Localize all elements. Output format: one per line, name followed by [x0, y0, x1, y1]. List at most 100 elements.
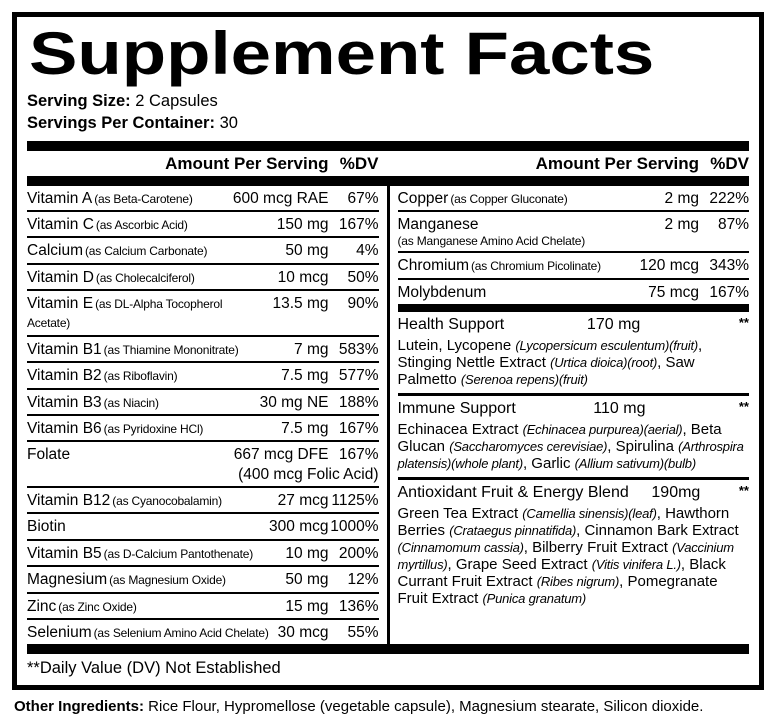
nutrient-row: Vitamin B5 (as D-Calcium Pantothenate) 10…	[27, 538, 379, 565]
ingredient-text: , Stinging Nettle Extract	[397, 336, 703, 371]
nutrient-form: (as Selenium Amino Acid Chelate)	[93, 625, 269, 640]
nutrient-name-text: Vitamin B5	[27, 544, 102, 562]
latin-name-text: (Arthrospira platensis)(whole plant)	[397, 439, 744, 472]
nutrient-row: Folate 667 mcg DFE 167% (400 mcg Folic A…	[27, 440, 379, 486]
nutrient-form: (as DL-Alpha Tocopherol Acetate)	[27, 297, 223, 331]
nutrient-form: (as Ascorbic Acid)	[95, 217, 188, 232]
latin-name-text: (Vaccinium myrtillus)	[397, 540, 735, 573]
blend-ingredients: Lutein, Lycopene (Lycopersicum esculentu…	[398, 337, 750, 388]
nutrient-amount: 120 mcg	[639, 257, 699, 275]
left-nutrient-column: Vitamin A (as Beta-Carotene) 600 mcg RAE …	[27, 186, 387, 645]
blend-ingredients: Echinacea Extract (Echinacea purpurea)(a…	[398, 421, 750, 472]
blend-amount: 190mg	[651, 484, 701, 502]
mineral-rows: Copper (as Copper Gluconate) 2 mg 222% Ma…	[397, 186, 749, 305]
nutrient-dv: 167%	[338, 215, 379, 233]
latin-name-text: (Crataegus pinnatifida)	[449, 523, 577, 539]
nutrient-form: (as Chromium Picolinate)	[470, 259, 601, 274]
ingredient-text: Green Tea Extract	[397, 504, 523, 522]
nutrient-row-line: Vitamin D (as Cholecalciferol) 10 mcg 50%	[27, 268, 379, 287]
latin-name-text: (Allium sativum)(bulb)	[574, 456, 696, 472]
nutrient-name-text: Vitamin B6	[27, 419, 102, 437]
nutrient-amount: 600 mcg RAE	[232, 189, 329, 207]
nutrient-name: Vitamin B1 (as Thiamine Mononitrate)	[27, 340, 288, 359]
ingredient-text: , Cinnamon Bark Extract	[576, 522, 739, 540]
blend-row: Health Support 170 mg ** Lutein, Lycopen…	[398, 312, 750, 393]
other-ingredients-label: Other Ingredients:	[14, 698, 145, 716]
nutrient-amount: 2 mg	[664, 215, 699, 233]
blend-rows: Health Support 170 mg ** Lutein, Lycopen…	[397, 312, 750, 613]
latin-name-text: (Lycopersicum esculentum)(fruit)	[515, 337, 699, 353]
nutrient-dv: 167%	[338, 446, 379, 464]
nutrient-name-text: Vitamin C	[27, 215, 94, 233]
nutrient-name: Copper (as Copper Gluconate)	[398, 189, 659, 208]
blend-name: Health Support	[397, 316, 505, 334]
nutrient-form: (as Cholecalciferol)	[95, 270, 195, 285]
ingredient-text: , Hawthorn Berries	[397, 504, 730, 540]
ingredient-text: , Spirulina	[607, 438, 679, 455]
nutrient-row-line: Vitamin B1 (as Thiamine Mononitrate) 7 mg…	[27, 340, 379, 359]
nutrient-name-text: Vitamin A	[27, 189, 93, 207]
nutrient-dv: 222%	[709, 189, 749, 207]
nutrient-amount-line2: (400 mcg Folic Acid)	[238, 465, 379, 483]
amount-per-serving-header: Amount Per Serving	[535, 153, 699, 173]
nutrient-name: Selenium (as Selenium Amino Acid Chelate)	[27, 623, 272, 642]
nutrient-row-line: Vitamin B5 (as D-Calcium Pantothenate) 10…	[27, 544, 379, 563]
nutrient-name: Vitamin E (as DL-Alpha Tocopherol Acetate…	[27, 294, 266, 333]
nutrient-name: Vitamin C (as Ascorbic Acid)	[27, 215, 271, 234]
nutrient-row: Vitamin C (as Ascorbic Acid) 150 mg 167%	[27, 209, 379, 236]
nutrient-row-line: Vitamin A (as Beta-Carotene) 600 mcg RAE …	[27, 189, 379, 208]
nutrient-name: Molybdenum	[398, 283, 643, 302]
nutrient-name: Zinc (as Zinc Oxide)	[27, 597, 279, 616]
nutrient-row-line: Folate 667 mcg DFE 167%	[27, 445, 379, 464]
ingredient-text: , Saw Palmetto	[397, 353, 695, 389]
nutrient-dv: 577%	[338, 367, 379, 385]
nutrient-row: Manganese 2 mg 87% (as Manganese Amino A…	[397, 209, 749, 251]
nutrient-dv: 583%	[338, 340, 379, 358]
latin-name-text: (Ribes nigrum)	[536, 574, 620, 590]
nutrient-name: Vitamin B3 (as Niacin)	[27, 393, 254, 412]
latin-name-text: (Punica granatum)	[482, 591, 587, 607]
nutrient-form: (as Magnesium Oxide)	[109, 573, 226, 588]
nutrient-row-line: Vitamin C (as Ascorbic Acid) 150 mg 167%	[27, 215, 379, 234]
amount-per-serving-header: Amount Per Serving	[165, 153, 329, 173]
nutrient-name-text: Vitamin E	[27, 295, 94, 313]
nutrient-name: Manganese	[398, 215, 659, 234]
nutrient-name-text: Copper	[397, 189, 449, 207]
nutrient-row: Molybdenum 75 mcg 167%	[397, 277, 749, 304]
blend-name: Immune Support	[397, 400, 516, 418]
nutrient-amount: 15 mg	[285, 597, 329, 615]
nutrient-amount: 50 mg	[285, 571, 329, 589]
nutrient-name: Calcium (as Calcium Carbonate)	[27, 241, 279, 260]
blend-header-line: Immune Support 110 mg **	[398, 399, 750, 420]
nutrient-row: Vitamin B6 (as Pyridoxine HCl) 7.5 mg 167…	[27, 413, 379, 440]
nutrient-row-line: Vitamin B3 (as Niacin) 30 mg NE 188%	[27, 393, 379, 412]
dv-header: %DV	[339, 153, 379, 173]
nutrient-dv: 55%	[347, 623, 379, 641]
serving-size-label: Serving Size:	[27, 92, 131, 110]
serving-size-line: Serving Size: 2 Capsules	[27, 91, 749, 113]
other-ingredients-line: Other Ingredients: Rice Flour, Hypromell…	[14, 698, 764, 715]
nutrient-amount: 30 mcg	[277, 623, 329, 641]
blend-header-line: Health Support 170 mg **	[398, 315, 750, 336]
latin-name-text: (Saccharomyces cerevisiae)	[449, 439, 608, 454]
right-nutrient-column: Copper (as Copper Gluconate) 2 mg 222% Ma…	[386, 185, 750, 645]
nutrient-name-text: Vitamin B3	[27, 393, 102, 411]
nutrient-dv: 167%	[709, 283, 749, 301]
nutrient-row: Magnesium (as Magnesium Oxide) 50 mg 12%	[27, 565, 379, 591]
nutrient-row: Biotin 300 mcg 1000%	[27, 512, 379, 538]
latin-name-text: (Urtica dioica)(root)	[550, 354, 658, 370]
servings-per-container-line: Servings Per Container: 30	[27, 113, 749, 135]
nutrient-table: Vitamin A (as Beta-Carotene) 600 mcg RAE …	[27, 185, 750, 645]
nutrient-amount: 13.5 mg	[272, 295, 329, 313]
nutrient-form: (as D-Calcium Pantothenate)	[103, 546, 254, 561]
dv-header: %DV	[710, 153, 749, 173]
nutrient-amount: 150 mg	[276, 215, 329, 233]
ingredient-text: , Grape Seed Extract	[447, 556, 592, 574]
nutrient-dv: 343%	[709, 257, 749, 275]
nutrient-amount: 300 mcg	[269, 518, 329, 536]
nutrient-name-text: Vitamin B2	[27, 367, 102, 385]
nutrient-name: Vitamin A (as Beta-Carotene)	[27, 189, 227, 208]
nutrient-row-line: Selenium (as Selenium Amino Acid Chelate)…	[27, 623, 379, 642]
serving-size-value: 2 Capsules	[135, 92, 218, 110]
left-column-header: Amount Per Serving %DV	[27, 151, 387, 176]
